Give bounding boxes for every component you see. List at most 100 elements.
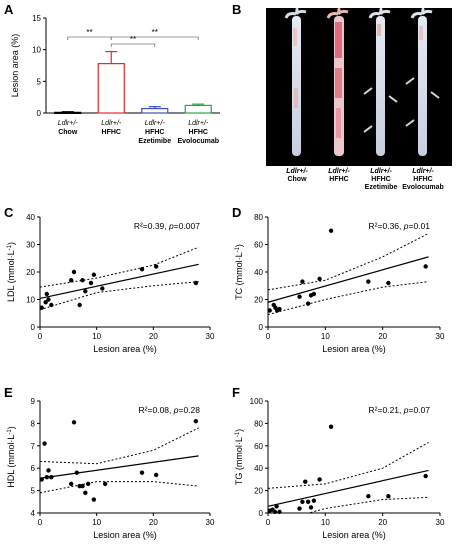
data-point [328,228,334,233]
x-tick-label: 30 [436,518,445,527]
y-tick-label: 5 [37,77,42,86]
category-label-drug: Evolocumab [177,138,219,145]
y-tick-label: 5 [31,487,36,496]
y-axis-label-text: TC (mmol·L [234,252,244,300]
stats-p-symbol: p [403,221,409,231]
y-axis-label: HDL (mmol·L-1) [6,426,16,488]
data-point [44,291,49,297]
y-tick-label: 0 [259,509,264,518]
regression-line [39,263,199,299]
y-tick-label: 20 [254,487,263,496]
data-point [153,472,159,478]
data-point [91,497,97,502]
y-tick-label: 30 [26,241,35,250]
y-tick-label: 9 [31,397,36,406]
data-point [193,280,199,286]
ci-lower-band [307,496,429,513]
panel-label-e: E [4,385,13,400]
stats-p-value: =0.01 [408,221,430,231]
data-point [100,286,105,291]
bar [54,111,82,114]
x-tick-label: 30 [206,518,215,527]
aorta-label-drug: Evolocumab [402,184,444,191]
data-point [317,477,322,482]
aorta-label-diet: HFHC [413,176,433,183]
x-tick-label: 20 [378,332,387,341]
stats-annotation: R²=0.08, p=0.28 [139,405,201,415]
data-point [423,473,428,479]
aorta-evolocumab [405,6,440,156]
data-point [305,301,311,306]
data-point [44,474,49,480]
y-axis-label-close: ) [6,242,16,245]
data-point [85,481,91,487]
stats-annotation: R²=0.21, p=0.07 [369,405,431,415]
data-point [366,494,371,499]
significance-label: ** [86,28,92,37]
data-point [80,278,85,283]
regression-line [39,455,199,479]
stats-annotation: R²=0.39, p=0.007 [134,221,200,231]
bar [184,104,212,114]
data-point [386,280,391,286]
data-point [366,279,371,284]
tc-scatter-chart: 0 20 40 60 80 0 10 20 30 Lesion area (%) TC (mmol·… [234,213,445,354]
y-axis-label-text: TG (mmol·L [234,437,244,485]
aorta-label-evolocumab: Ldlr+/- HFHC Evolocumab [400,168,446,192]
significance-label: ** [130,35,136,44]
y-tick-label: 60 [254,442,263,451]
ci-upper-band [40,427,199,465]
data-point [83,490,88,496]
y-tick-label: 10 [26,296,35,305]
data-point [303,479,308,484]
data-point [71,420,77,425]
significance-bracket [110,36,199,40]
y-axis-label-text: LDL (mmol·L [6,250,16,302]
category-label-diet: HFHC [145,129,164,136]
aorta-illustration [284,6,440,156]
x-tick-label: 0 [38,518,43,527]
data-point [300,499,305,504]
data-point [39,305,44,310]
ldl-scatter-chart: 0 10 20 30 40 0 10 20 30 Lesion area (%) LDL (mmol… [6,213,215,354]
x-tick-label: 0 [266,332,271,341]
stats-p-symbol: p [403,405,409,415]
stats-p-value: =0.28 [178,405,200,415]
y-axis-label: TC (mmol·L-1) [234,244,244,300]
x-axis-label: Lesion area (%) [93,344,157,354]
aorta-chow [284,6,307,156]
ci-lower-band [40,281,199,311]
y-tick-label: 20 [254,296,263,305]
x-tick-label: 20 [378,518,387,527]
ci-lower-band [40,481,199,494]
x-tick-label: 0 [266,518,271,527]
y-tick-label: 0 [259,323,264,332]
data-point [88,280,94,286]
data-point [46,468,51,473]
stats-r2: R²=0.36, [369,221,404,231]
data-point [80,483,85,489]
y-tick-label: 8 [31,419,36,428]
y-tick-label: 15 [32,14,41,23]
aorta-hfhc [326,6,349,156]
data-point [317,276,322,282]
significance-bracket [110,43,156,47]
y-tick-label: 40 [254,464,263,473]
y-axis-label-close: ) [6,426,16,429]
panel-label-c: C [4,205,14,220]
stats-r2: R²=0.39, [134,221,169,231]
aorta-photograph [266,6,452,166]
aorta-label-genotype: Ldlr+/- [370,168,392,175]
tg-scatter-chart: 0 20 40 60 80 100 0 10 20 30 Lesion area (%) TG (mm… [234,397,445,540]
data-point [91,272,97,277]
data-point [42,441,47,446]
y-axis-label: LDL (mmol·L-1) [6,242,16,302]
aorta-label-chow: Ldlr+/- Chow [274,168,320,184]
data-point [102,481,108,487]
aorta-label-genotype: Ldlr+/- [286,168,308,175]
y-tick-label: 20 [26,268,35,277]
y-tick-label: 40 [254,268,263,277]
y-axis-label: TG (mmol·L-1) [234,429,244,485]
regression-line [267,256,429,303]
data-point [328,424,334,429]
